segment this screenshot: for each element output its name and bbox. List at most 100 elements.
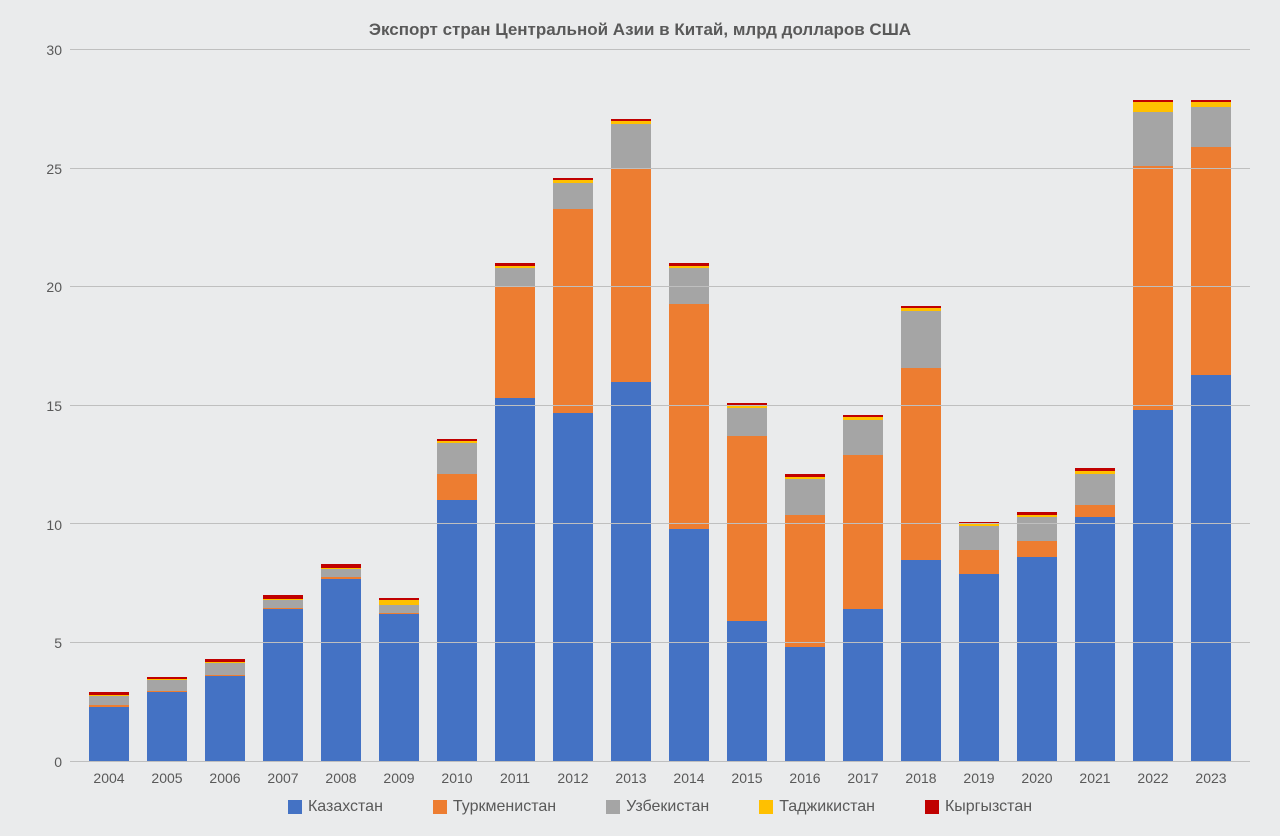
bar-segment [1017,557,1058,761]
gridline [70,523,1250,524]
bar-segment [901,560,942,761]
bar-group [486,50,544,761]
x-tick: 2008 [312,770,370,786]
bar-segment [553,183,594,209]
legend-marker [759,800,773,814]
bar-stack [147,677,188,761]
bar-segment [1191,147,1232,375]
bar-segment [785,515,826,648]
bar-segment [495,398,536,761]
x-tick: 2018 [892,770,950,786]
bar-group [1182,50,1240,761]
bar-segment [263,600,304,608]
legend-item: Узбекистан [606,798,709,816]
bar-segment [959,574,1000,761]
bar-group [196,50,254,761]
bar-stack [611,119,652,761]
bar-segment [1133,410,1174,761]
bar-segment [89,707,130,762]
bar-group [776,50,834,761]
bar-segment [611,169,652,382]
gridline [70,286,1250,287]
bar-segment [843,455,884,609]
chart-container: Экспорт стран Центральной Азии в Китай, … [30,20,1250,816]
bar-segment [147,680,188,691]
bar-group [660,50,718,761]
legend-label: Узбекистан [626,798,709,816]
bar-segment [959,550,1000,574]
bar-segment [1133,166,1174,410]
bar-segment [727,408,768,436]
x-tick: 2007 [254,770,312,786]
bar-segment [611,382,652,761]
bar-segment [843,609,884,761]
bar-segment [553,413,594,761]
x-tick: 2017 [834,770,892,786]
legend-label: Кыргызстан [945,798,1032,816]
bar-segment [785,647,826,761]
bar-stack [1017,512,1058,761]
bar-segment [147,692,188,761]
x-tick: 2023 [1182,770,1240,786]
x-tick: 2010 [428,770,486,786]
bar-segment [669,529,710,761]
bar-segment [785,479,826,515]
legend-label: Казахстан [308,798,383,816]
chart-title: Экспорт стран Центральной Азии в Китай, … [30,20,1250,40]
bar-segment [1017,541,1058,558]
bar-stack [785,474,826,761]
x-tick: 2016 [776,770,834,786]
bar-segment [437,474,478,500]
bar-group [1008,50,1066,761]
y-tick: 15 [46,398,70,414]
x-tick: 2013 [602,770,660,786]
y-tick: 10 [46,517,70,533]
bar-group [544,50,602,761]
x-tick: 2014 [660,770,718,786]
y-tick: 25 [46,161,70,177]
bar-stack [89,692,130,761]
bar-group [1066,50,1124,761]
bar-segment [205,676,246,761]
x-tick: 2020 [1008,770,1066,786]
bar-stack [437,439,478,761]
bar-segment [321,569,362,577]
legend-item: Кыргызстан [925,798,1032,816]
legend: КазахстанТуркменистанУзбекистанТаджикист… [70,798,1250,816]
x-tick: 2005 [138,770,196,786]
legend-marker [433,800,447,814]
bar-segment [1133,102,1174,111]
y-tick: 30 [46,42,70,58]
bar-group [950,50,1008,761]
x-tick: 2009 [370,770,428,786]
plot-wrapper: 051015202530 [30,50,1250,762]
legend-marker [288,800,302,814]
bar-stack [321,564,362,761]
y-tick: 5 [54,635,70,651]
bar-group [602,50,660,761]
gridline [70,642,1250,643]
bar-segment [611,124,652,169]
bar-segment [553,209,594,413]
bar-group [80,50,138,761]
bar-stack [1191,100,1232,761]
bar-segment [1191,375,1232,761]
bar-segment [727,436,768,621]
bar-stack [553,178,594,761]
bar-stack [263,595,304,761]
bar-stack [727,403,768,761]
legend-marker [606,800,620,814]
bar-segment [205,663,246,675]
x-tick: 2019 [950,770,1008,786]
bar-group [892,50,950,761]
bar-segment [901,311,942,368]
bar-stack [379,597,420,761]
bar-stack [205,659,246,761]
bar-segment [437,443,478,474]
bar-stack [1133,100,1174,761]
legend-item: Туркменистан [433,798,556,816]
bar-segment [437,500,478,761]
x-tick: 2011 [486,770,544,786]
bar-stack [901,306,942,761]
bar-segment [1017,517,1058,541]
